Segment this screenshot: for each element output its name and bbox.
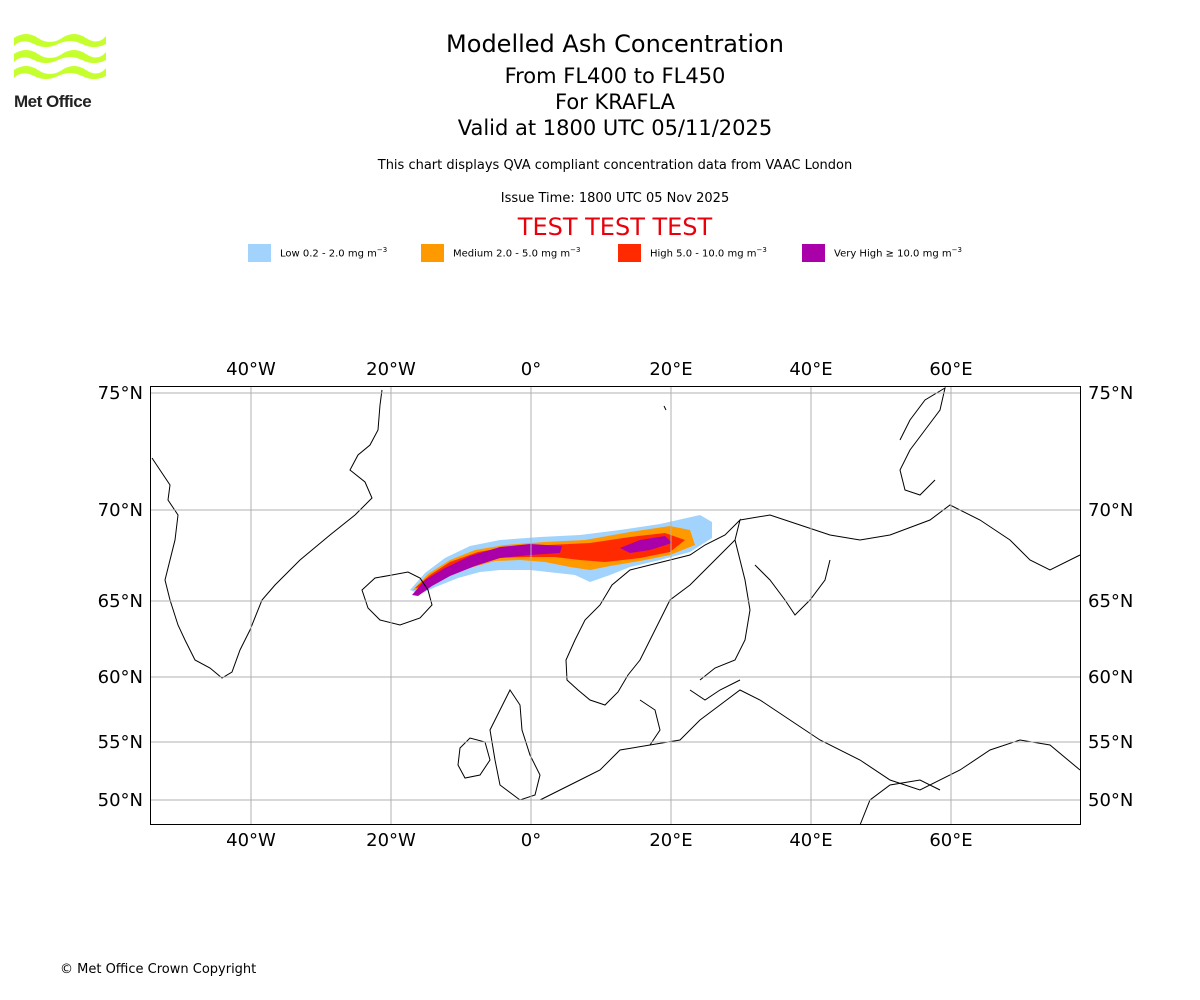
- legend-unit-exp-low: −3: [376, 246, 388, 254]
- met-office-logo: Met Office: [14, 30, 106, 111]
- coastlines: [151, 386, 1081, 826]
- legend-swatch-very-high: [802, 244, 825, 262]
- legend-unit-exp-very-high: −3: [951, 246, 962, 254]
- legend-swatch-low: [248, 244, 271, 262]
- lat-label-left-65n: 65°N: [98, 591, 143, 612]
- lon-label-bottom-0: 0°: [521, 830, 541, 851]
- met-office-waves-icon: [14, 34, 106, 79]
- lon-label-bottom-40w: 40°W: [226, 830, 276, 851]
- legend-unit-exp-medium: −3: [570, 246, 581, 254]
- lat-label-left-60n: 60°N: [98, 667, 143, 688]
- lon-label-top-20w: 20°W: [366, 359, 416, 380]
- legend-swatch-high: [618, 244, 641, 262]
- ash-very-high: [412, 544, 562, 596]
- lon-label-top-0: 0°: [521, 359, 541, 380]
- coast-iceland: [361, 571, 433, 626]
- lat-label-left-75n: 75°N: [98, 383, 143, 404]
- legend-label-high: High 5.0 - 10.0 mg m: [650, 248, 757, 260]
- lon-label-bottom-20e: 20°E: [649, 830, 692, 851]
- coast-ireland: [457, 737, 491, 779]
- coast-svalbard: [663, 405, 667, 411]
- lon-label-bottom-20w: 20°W: [366, 830, 416, 851]
- copyright-notice: © Met Office Crown Copyright: [60, 962, 257, 977]
- coast-uk: [489, 689, 541, 801]
- lon-label-bottom-40e: 40°E: [789, 830, 832, 851]
- lat-label-right-65n: 65°N: [1088, 591, 1133, 612]
- coast-norway: [565, 518, 741, 706]
- coast-greenland: [151, 389, 383, 679]
- lat-label-right-60n: 60°N: [1088, 667, 1133, 688]
- lon-label-top-20e: 20°E: [649, 359, 692, 380]
- legend-swatch-medium: [421, 244, 444, 262]
- lat-label-left-55n: 55°N: [98, 732, 143, 753]
- lat-label-left-70n: 70°N: [98, 500, 143, 521]
- map-frame: [150, 386, 1081, 825]
- ash-very-high-east: [620, 536, 672, 553]
- lon-label-bottom-60e: 60°E: [929, 830, 972, 851]
- volcano-name: For KRAFLA: [555, 90, 675, 114]
- lon-label-top-60e: 60°E: [929, 359, 972, 380]
- test-banner: TEST TEST TEST: [517, 213, 713, 241]
- ash-high: [415, 533, 685, 588]
- coast-finland: [699, 539, 751, 681]
- lat-label-right-75n: 75°N: [1088, 383, 1133, 404]
- lon-label-top-40w: 40°W: [226, 359, 276, 380]
- legend-label-very-high: Very High ≥ 10.0 mg m: [834, 248, 952, 260]
- lat-label-right-50n: 50°N: [1088, 790, 1133, 811]
- logo-text: Met Office: [14, 92, 92, 111]
- issue-time: Issue Time: 1800 UTC 05 Nov 2025: [500, 191, 730, 206]
- lat-label-left-50n: 50°N: [98, 790, 143, 811]
- coast-white-sea: [754, 559, 831, 616]
- coast-novaya-zemlya: [899, 386, 946, 496]
- lat-label-right-55n: 55°N: [1088, 732, 1133, 753]
- ash-plume: [410, 515, 712, 596]
- valid-time: Valid at 1800 UTC 05/11/2025: [457, 116, 773, 140]
- coast-kola: [739, 504, 1081, 571]
- graticule: [150, 386, 1080, 824]
- lon-label-top-40e: 40°E: [789, 359, 832, 380]
- chart-description: This chart displays QVA compliant concen…: [377, 158, 853, 173]
- coast-europe: [539, 689, 1081, 801]
- chart-title: Modelled Ash Concentration: [446, 30, 784, 58]
- legend-label-medium: Medium 2.0 - 5.0 mg m: [453, 248, 571, 260]
- flight-level-range: From FL400 to FL450: [504, 64, 726, 88]
- coast-caspian: [859, 779, 941, 826]
- legend-label-low: Low 0.2 - 2.0 mg m: [280, 248, 377, 260]
- coast-baltic: [639, 679, 741, 746]
- lat-label-right-70n: 70°N: [1088, 500, 1133, 521]
- legend-unit-exp-high: −3: [756, 246, 767, 254]
